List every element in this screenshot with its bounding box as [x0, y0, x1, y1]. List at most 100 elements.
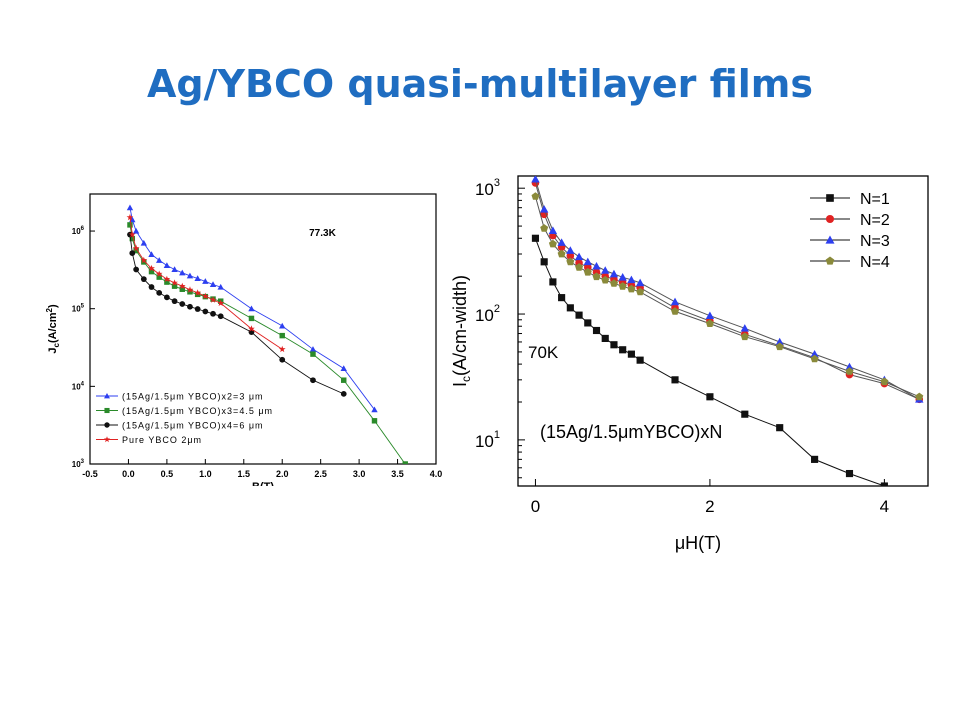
data-point: [601, 266, 610, 274]
data-point: [132, 244, 140, 252]
legend-marker: [104, 407, 110, 414]
data-point: [210, 310, 216, 317]
legend-label: (15Ag/1.5μm YBCO)x2=3 μm: [122, 392, 264, 402]
data-point: [186, 272, 194, 279]
x-tick-label: 2.5: [314, 469, 327, 479]
data-point: [248, 315, 255, 322]
data-point: [706, 393, 714, 401]
data-point: [341, 377, 347, 383]
data-point: [194, 289, 201, 296]
data-point: [705, 311, 715, 320]
y-tick-label: 106: [72, 226, 85, 236]
legend-marker: [826, 194, 834, 202]
y-tick-exponent: 1: [494, 429, 500, 441]
data-point: [610, 279, 618, 287]
y-tick-label: 104: [72, 381, 85, 391]
data-point: [635, 278, 645, 287]
plot-frame: [517, 175, 929, 487]
data-point: [575, 311, 583, 319]
data-point: [187, 289, 193, 295]
data-point: [557, 238, 566, 246]
data-point: [340, 390, 347, 397]
data-point: [880, 377, 889, 386]
legend-marker: [825, 235, 835, 244]
data-point: [156, 274, 162, 280]
data-point: [531, 192, 540, 200]
x-tick-label: 2.0: [276, 469, 289, 479]
data-point: [217, 299, 225, 306]
data-point: [531, 234, 540, 242]
data-point: [202, 292, 209, 299]
y-axis-label-unit: (A/cm: [47, 312, 59, 343]
series-line: [129, 234, 344, 395]
y-tick-exponent: 6: [81, 226, 85, 232]
legend-label: N=3: [860, 233, 890, 250]
x-tick-label: 3.0: [353, 469, 366, 479]
y-tick-label: 103: [72, 459, 85, 469]
x-tick-label: 1.5: [238, 469, 251, 479]
data-point: [148, 251, 155, 257]
x-tick-label: 0.5: [161, 469, 174, 479]
data-point: [310, 351, 316, 357]
data-point: [148, 284, 155, 290]
temperature-annotation: 77.3K: [309, 228, 336, 239]
y-tick-label: 105: [72, 304, 85, 314]
data-point: [636, 356, 644, 364]
data-point: [810, 349, 819, 358]
data-point: [156, 289, 163, 296]
data-point: [186, 286, 194, 293]
data-point: [129, 235, 136, 242]
data-point: [194, 291, 201, 298]
legend-label: (15Ag/1.5μm YBCO)x4=6 μm: [122, 421, 264, 431]
data-point: [209, 296, 217, 303]
data-point: [202, 278, 209, 284]
slide-title: Ag/YBCO quasi-multilayer films: [147, 62, 813, 106]
data-point: [171, 266, 178, 273]
data-point: [279, 322, 286, 329]
data-point: [627, 275, 636, 284]
data-point: [279, 332, 285, 339]
legend: (15Ag/1.5μm YBCO)x2=3 μm (15Ag/1.5μm YBCO…: [96, 392, 272, 445]
data-point: [371, 406, 378, 413]
data-point: [592, 261, 601, 270]
data-point: [705, 319, 714, 327]
data-point: [171, 279, 178, 286]
data-point: [557, 249, 566, 258]
data-point: [574, 252, 584, 261]
data-point: [179, 301, 186, 307]
data-point: [278, 345, 286, 353]
data-point: [775, 337, 784, 346]
plot-frame: [89, 193, 437, 465]
y-tick-exponent: 4: [81, 381, 85, 387]
plot-area: [531, 176, 924, 486]
series-line: [129, 217, 283, 350]
data-point: [583, 268, 592, 276]
data-point: [163, 262, 171, 269]
legend-label: N=2: [860, 212, 890, 229]
data-point: [164, 294, 170, 301]
data-point: [128, 231, 136, 238]
data-point: [148, 268, 155, 275]
x-tick-label: 3.5: [391, 469, 404, 479]
data-point: [610, 341, 618, 349]
data-point: [402, 461, 408, 464]
y-tick-label: 102: [475, 303, 500, 325]
data-point: [126, 204, 134, 211]
legend-label: Pure YBCO 2μm: [122, 435, 202, 445]
y-axis-label-sub: c: [459, 376, 473, 382]
data-point: [740, 324, 750, 332]
data-point: [178, 282, 186, 289]
data-point: [566, 304, 574, 312]
legend-label: N=4: [860, 254, 890, 271]
data-point: [584, 319, 592, 327]
y-tick-exponent: 3: [81, 459, 85, 465]
y-tick-exponent: 5: [81, 304, 85, 310]
data-point: [133, 247, 139, 254]
data-point: [217, 313, 224, 320]
plot-area: [126, 204, 408, 464]
data-point: [810, 354, 819, 363]
data-point: [539, 205, 549, 213]
data-point: [279, 356, 286, 363]
data-point: [126, 213, 134, 221]
temperature-annotation: 70K: [528, 343, 559, 362]
